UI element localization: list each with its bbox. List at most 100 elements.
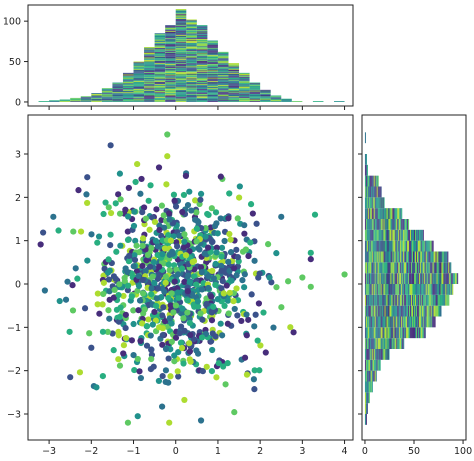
scatter-point: [278, 304, 285, 311]
scatter-point: [193, 238, 200, 245]
scatter-point: [151, 218, 159, 226]
right-histogram-bar: [373, 327, 375, 339]
top-histogram-bar: [175, 90, 187, 92]
top-histogram-bar: [196, 43, 208, 45]
top-histogram-bar: [154, 87, 166, 89]
right-histogram-bar: [396, 262, 398, 274]
scatter-point: [198, 269, 205, 276]
right-histogram-bar: [435, 294, 437, 306]
top-histogram-bar: [165, 81, 176, 83]
scatter-point: [197, 264, 205, 271]
top-histogram-bar: [175, 77, 187, 79]
right-histogram-bar: [381, 229, 383, 241]
top-histogram-bar: [239, 93, 250, 95]
right-histogram-bar: [369, 305, 371, 317]
right-histogram-bar: [396, 240, 398, 252]
scatter-point: [160, 304, 167, 311]
right-histogram-bar: [416, 251, 418, 263]
scatter-point: [137, 190, 144, 197]
top-histogram-bar: [154, 39, 166, 41]
right-histogram-bar: [417, 240, 419, 252]
right-histogram-bar: [418, 262, 420, 274]
right-histogram-bar: [420, 273, 422, 284]
right-histogram-bar: [364, 294, 366, 306]
scatter-point: [179, 305, 186, 312]
top-histogram-bar: [175, 34, 187, 36]
scatter-point: [189, 258, 196, 266]
top-histogram-bar: [175, 17, 187, 18]
top-histogram-bar: [175, 78, 187, 80]
top-histogram-bar: [249, 93, 261, 95]
scatter-point: [88, 344, 95, 351]
top-histogram-bar: [154, 88, 166, 90]
top-histogram-bar: [186, 36, 197, 38]
right-histogram-bar: [414, 262, 416, 274]
right-histogram-bar: [430, 305, 432, 317]
scatter-y-tick-label: 0: [15, 280, 21, 291]
right-histogram-bar: [396, 251, 398, 263]
right-histogram-bar: [404, 273, 406, 284]
top-histogram-bar: [217, 55, 229, 56]
right-histogram-bar: [364, 349, 366, 360]
right-histogram-bar: [414, 229, 415, 241]
scatter-point: [156, 222, 163, 229]
top-histogram-bar: [154, 47, 166, 49]
top-histogram-bar: [165, 97, 176, 98]
right-histogram-bar: [411, 316, 413, 328]
top-histogram-bar: [207, 81, 218, 83]
top-histogram-bar: [175, 14, 187, 16]
right-histogram-bar: [398, 251, 400, 263]
top-histogram-bar: [228, 98, 240, 100]
scatter-point: [241, 230, 248, 237]
top-histogram-bar: [196, 34, 208, 35]
scatter-point: [180, 360, 187, 367]
top-histogram-bar: [239, 79, 250, 81]
scatter-point: [135, 307, 142, 314]
right-histogram-bar: [415, 273, 417, 284]
top-histogram-bar: [175, 72, 187, 73]
right-histogram-bar: [422, 262, 424, 274]
top-histogram-bar: [175, 32, 187, 34]
top-histogram-bar: [144, 76, 155, 78]
scatter-point: [122, 206, 129, 213]
top-histogram-bar: [281, 98, 292, 100]
right-histogram-bar: [364, 414, 366, 425]
scatter-point: [239, 277, 246, 284]
top-histogram-bar: [165, 99, 176, 101]
right-histogram-bar: [391, 240, 393, 252]
right-histogram-bar: [422, 229, 424, 241]
top-histogram-bar: [175, 48, 187, 50]
right-histogram-bar: [411, 262, 413, 274]
top-histogram-bar: [154, 68, 166, 70]
right-histogram-bar: [419, 273, 421, 284]
right-histogram-bar: [370, 284, 372, 295]
right-histogram-bar: [437, 262, 439, 274]
right-histogram-bar: [392, 327, 394, 339]
top-histogram-bar: [165, 75, 176, 77]
top-histogram-bar: [144, 95, 155, 97]
right-histogram-bar: [379, 186, 381, 198]
top-histogram-bar: [196, 36, 208, 38]
right-histogram-bar: [420, 327, 422, 339]
right-histogram-bar: [423, 316, 425, 328]
scatter-point: [140, 204, 148, 211]
right-histogram-bar: [383, 262, 385, 274]
right-histogram-bar: [447, 251, 449, 263]
top-histogram-bar: [175, 44, 187, 46]
top-histogram-bar: [175, 60, 187, 62]
right-histogram-bar: [369, 359, 371, 371]
top-histogram-bar: [239, 100, 250, 102]
top-histogram-bar: [186, 50, 197, 52]
right-histogram-bar: [381, 219, 383, 230]
right-histogram-bar: [451, 284, 453, 295]
top-histogram-bar: [228, 101, 240, 102]
top-histogram-bar: [112, 92, 123, 94]
top-histogram-bar: [144, 89, 155, 90]
top-histogram-bar: [207, 96, 218, 98]
top-histogram-bar: [175, 27, 187, 29]
scatter-point: [243, 332, 250, 339]
top-histogram-bar: [144, 80, 155, 82]
top-histogram-bar: [228, 93, 240, 95]
right-histogram-bar: [432, 294, 434, 306]
scatter-point: [191, 266, 198, 273]
